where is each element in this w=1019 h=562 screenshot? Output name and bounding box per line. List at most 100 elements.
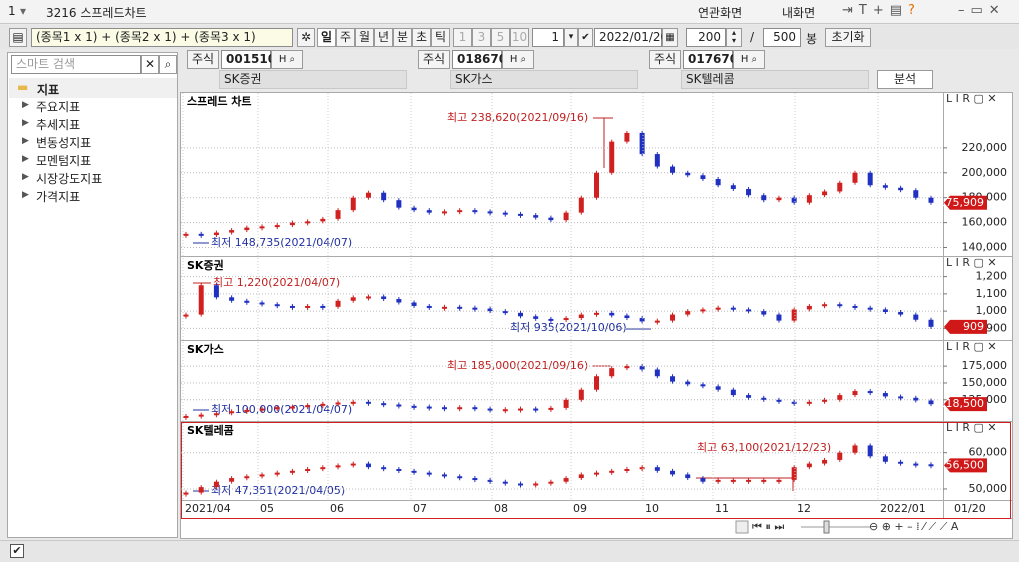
checkbox[interactable]: ✔ [10, 544, 24, 558]
count-input[interactable]: 200 [686, 28, 726, 47]
candle [563, 318, 569, 321]
period-button[interactable]: 분 [393, 28, 412, 47]
period-button[interactable]: 틱 [431, 28, 450, 47]
candle [396, 469, 402, 471]
interval-button[interactable]: 3 [472, 28, 491, 47]
panel-toggle[interactable]: ▤ [9, 28, 27, 47]
candle [776, 197, 782, 201]
candle [670, 314, 676, 321]
annotation-high: 최고 185,000(2021/09/16) [447, 359, 588, 372]
candle [594, 172, 600, 198]
candle [685, 381, 691, 385]
period-button[interactable]: 주 [336, 28, 355, 47]
period-button[interactable]: 월 [355, 28, 374, 47]
candle [898, 311, 904, 315]
stock-code[interactable]: 018670 [452, 50, 507, 69]
candle [305, 405, 311, 408]
tree-item[interactable]: 시장강도지표 [36, 172, 103, 186]
candle [776, 399, 782, 402]
candle [517, 408, 523, 411]
candle [563, 478, 569, 482]
candle [335, 465, 341, 468]
candle [578, 197, 584, 213]
calendar-button[interactable]: ▦ [662, 28, 678, 47]
dropdown-arrow[interactable]: ▾ [20, 4, 27, 18]
tree-arrow[interactable]: ▶ [22, 118, 29, 128]
candle [882, 393, 888, 397]
code-buttons[interactable]: H ⌕ [271, 50, 303, 69]
date-check[interactable]: ✔ [578, 28, 593, 47]
period-button[interactable]: 년 [374, 28, 393, 47]
title-icons[interactable]: ⇥T+▤? [842, 3, 921, 18]
tree-arrow[interactable]: ▶ [22, 172, 29, 182]
market-button[interactable]: 주식 [418, 50, 450, 69]
candle [928, 319, 934, 327]
y-tick-label: 50,000 [969, 482, 1008, 495]
candle [791, 309, 797, 321]
candle [533, 408, 539, 411]
annotation-low: 최저 100,000(2021/04/07) [211, 403, 352, 416]
candle [578, 474, 584, 479]
market-button[interactable]: 주식 [649, 50, 681, 69]
tree-arrow[interactable]: ▶ [22, 136, 29, 146]
candle [837, 182, 843, 192]
scroll-controls[interactable]: ⏮ ⏸ ⏭ ⊖ ⊕ + – ⁞ ⁄ ⟋ ⟋ A [735, 520, 959, 534]
period-button[interactable]: 일 [317, 28, 336, 47]
tree-arrow[interactable]: ▶ [22, 154, 29, 164]
x-end-label: 01/20 [954, 502, 986, 515]
annotation-high: 최고 238,620(2021/09/16) [447, 111, 588, 124]
annotation-low: 최저 47,351(2021/04/05) [211, 484, 345, 497]
candle [365, 401, 371, 404]
title-bar: 1 ▾ 3216 스프레드차트 연관화면 내화면 ⇥T+▤? –▭✕ [0, 0, 1019, 24]
market-button[interactable]: 주식 [187, 50, 219, 69]
interval-dropdown[interactable]: ▾ [564, 28, 578, 47]
search-button[interactable]: ⌕ [159, 55, 177, 74]
candle [776, 479, 782, 482]
analyze-button[interactable]: 분석 [877, 70, 933, 89]
candle [867, 172, 873, 186]
settings-button[interactable]: ✲ [297, 28, 315, 47]
candle [670, 166, 676, 173]
tree-arrow[interactable]: ▶ [22, 190, 29, 200]
search-input[interactable]: 스마트 검색 [11, 55, 141, 74]
window-controls[interactable]: –▭✕ [958, 3, 1006, 18]
candle [685, 474, 691, 479]
candle [563, 212, 569, 221]
candle [320, 467, 326, 470]
candle [502, 409, 508, 412]
count-spinner[interactable]: ▴ ▾ [726, 28, 742, 47]
formula-input[interactable]: (종목1 x 1) + (종목2 x 1) + (종목3 x 1) [31, 28, 293, 47]
code-buttons[interactable]: H ⌕ [502, 50, 534, 69]
clear-button[interactable]: ✕ [141, 55, 159, 74]
tree-item[interactable]: 변동성지표 [36, 136, 92, 150]
reset-button[interactable]: 초기화 [825, 28, 871, 47]
candle [700, 175, 706, 180]
related-screen[interactable]: 연관화면 [698, 6, 743, 20]
candle [487, 479, 493, 482]
candle [594, 312, 600, 315]
y-tick-label: 60,000 [969, 446, 1008, 459]
tree-item[interactable]: 주요지표 [36, 100, 81, 114]
screen-number[interactable]: 1 [8, 4, 16, 18]
tree-item[interactable]: 가격지표 [36, 190, 81, 204]
interval-button[interactable]: 5 [491, 28, 510, 47]
interval-button[interactable]: 1 [453, 28, 472, 47]
tree-arrow[interactable]: ▶ [22, 100, 29, 110]
candle [183, 314, 189, 317]
candle [715, 179, 721, 186]
tree-root[interactable]: ▬ 지표 [9, 78, 177, 98]
my-screen[interactable]: 내화면 [782, 6, 816, 20]
date-input[interactable]: 2022/01/20 [594, 28, 668, 47]
stock-code[interactable]: 001510 [221, 50, 276, 69]
tree-item[interactable]: 추세지표 [36, 118, 81, 132]
tree-item[interactable]: 모멘텀지표 [36, 154, 92, 168]
candle [715, 307, 721, 310]
interval-input[interactable]: 1 [532, 28, 564, 47]
code-buttons[interactable]: H ⌕ [733, 50, 765, 69]
pane-title: SK증권 [187, 259, 224, 272]
interval-button[interactable]: 10 [510, 28, 529, 47]
stock-code[interactable]: 017670 [683, 50, 738, 69]
period-button[interactable]: 초 [412, 28, 431, 47]
x-tick-label: 11 [715, 502, 729, 515]
max-input[interactable]: 500 [763, 28, 801, 47]
